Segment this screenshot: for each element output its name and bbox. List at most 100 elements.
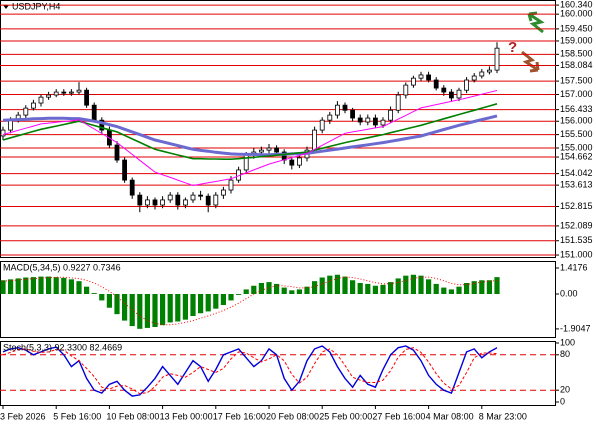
candle-body [319, 119, 325, 131]
histogram-bar [433, 283, 439, 294]
x-tick-label: 17 Feb 16:00 [213, 411, 266, 421]
histogram-bar [380, 284, 386, 294]
y-tick-label: 158.084 [560, 60, 593, 70]
panel-frame [0, 0, 556, 258]
histogram-bar [198, 294, 204, 314]
x-tick-label: 27 Feb 16:00 [372, 411, 425, 421]
histogram-bar [243, 289, 249, 294]
y-tick-label: 20 [560, 385, 570, 395]
histogram-bar [84, 286, 90, 294]
x-tick-label: 8 Mar 23:00 [479, 411, 527, 421]
series-line [2, 103, 498, 160]
candle-body [8, 119, 14, 131]
histogram-bar [486, 280, 492, 294]
candle-body [30, 102, 36, 109]
histogram-bar [365, 283, 371, 294]
x-tick-label: 25 Feb 00:00 [319, 411, 372, 421]
histogram-bar [122, 294, 128, 321]
y-tick-label: 80 [560, 349, 570, 359]
histogram-bar [296, 289, 302, 294]
histogram-bar [448, 289, 454, 294]
series-line [2, 347, 498, 395]
down-arrow-head [529, 61, 540, 73]
histogram-bar [494, 277, 500, 294]
y-tick-label: 152.815 [560, 201, 593, 211]
y-tick-label: 154.662 [560, 151, 593, 161]
candle-body [91, 104, 97, 121]
candle-body [129, 179, 135, 196]
histogram-bar [8, 279, 14, 294]
histogram-bar [274, 283, 280, 294]
histogram-bar [30, 277, 36, 294]
histogram-bar [46, 276, 52, 294]
histogram-bar [167, 294, 173, 323]
histogram-bar [61, 277, 67, 294]
histogram-bar [220, 294, 226, 305]
histogram-bar [68, 279, 74, 294]
histogram-bar [464, 283, 470, 294]
histogram-bar [289, 290, 295, 294]
y-tick-label: 159.000 [560, 35, 593, 45]
histogram-bar [99, 294, 105, 301]
candle-body [357, 117, 363, 123]
histogram-bar [281, 287, 287, 294]
histogram-bar [456, 286, 462, 294]
series-line [2, 114, 498, 157]
y-tick-label: 155.500 [560, 129, 593, 139]
candle-body [456, 89, 462, 99]
y-tick-label: 153.613 [560, 179, 593, 189]
histogram-bar [251, 285, 257, 294]
y-tick-label: 160.000 [560, 9, 593, 19]
y-tick-label: 152.089 [560, 220, 593, 230]
histogram-bar [312, 281, 318, 294]
histogram-bar [38, 276, 44, 294]
panel-frame [0, 261, 556, 338]
candle-body [258, 149, 264, 153]
candle-body [0, 129, 6, 137]
x-tick-label: 13 Feb 00:00 [160, 411, 213, 421]
candle-body [160, 199, 166, 206]
histogram-bar [388, 282, 394, 294]
histogram-bar [228, 294, 234, 301]
candle-body [46, 94, 51, 98]
candle-body [296, 157, 302, 166]
histogram-bar [350, 280, 356, 294]
histogram-bar [266, 282, 272, 294]
histogram-bar [0, 280, 6, 294]
candle-body [76, 89, 82, 93]
panel-title: MACD(5,34,5) 0.9227 0.7346 [3, 262, 121, 272]
symbol-menu-icon [3, 5, 9, 9]
candle-body [266, 147, 272, 151]
candle-body [410, 77, 416, 86]
series-line [2, 90, 498, 187]
candle-body [289, 159, 295, 166]
candle-body [99, 119, 105, 131]
histogram-bar [410, 274, 416, 294]
histogram-bar [403, 275, 409, 294]
candle-body [84, 89, 89, 106]
candle-body [365, 117, 371, 123]
candle-body [53, 91, 59, 96]
y-tick-label: 151.000 [560, 249, 593, 259]
candle-body [494, 47, 500, 71]
y-tick-label: 100 [560, 337, 575, 347]
candle-body [190, 194, 196, 201]
panel-title: USDJPY,H4 [12, 1, 60, 11]
histogram-bar [190, 294, 196, 316]
candle-body [182, 199, 188, 206]
candle-body [441, 87, 447, 93]
y-tick-label: 1.4176 [560, 262, 588, 272]
down-arrow-icon [521, 50, 539, 72]
histogram-bar [160, 294, 166, 326]
histogram-bar [23, 277, 29, 294]
candle-body [350, 109, 356, 119]
candle-body [220, 189, 226, 196]
histogram-bar [471, 281, 477, 294]
histogram-bar [91, 293, 97, 294]
candle-body [327, 114, 333, 121]
histogram-bar [144, 294, 150, 328]
y-tick-label: 157.000 [560, 89, 593, 99]
y-tick-label: 160.340 [560, 0, 593, 9]
